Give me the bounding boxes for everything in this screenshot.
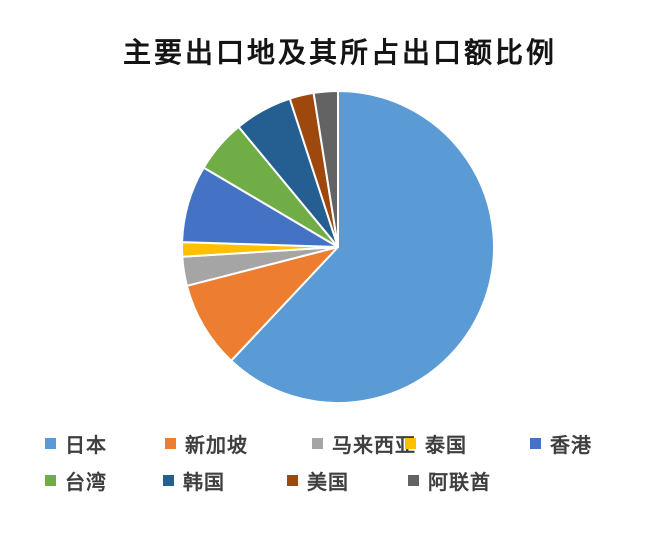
legend-marker-icon	[405, 437, 416, 449]
legend-marker-icon	[45, 474, 56, 486]
pie-slice-新加坡	[185, 246, 339, 362]
legend-item-阿联酋: 阿联酋	[408, 468, 491, 494]
legend-label: 香港	[550, 434, 592, 457]
legend-marker-icon	[408, 474, 419, 486]
legend-label: 阿联酋	[428, 471, 491, 494]
pie-slice-日本	[230, 90, 495, 404]
legend-item-新加坡: 新加坡	[165, 431, 248, 457]
legend-label: 韩国	[183, 471, 225, 494]
legend-marker-icon	[312, 437, 323, 449]
chart-title: 主要出口地及其所占出口额比例	[122, 37, 557, 68]
legend-item-香港: 香港	[530, 431, 592, 457]
legend-item-日本: 日本	[45, 431, 107, 457]
legend-label: 日本	[65, 434, 107, 457]
pie-slice-阿联酋	[312, 90, 339, 248]
legend-label: 新加坡	[185, 434, 248, 457]
legend-marker-icon	[163, 474, 174, 486]
legend-item-美国: 美国	[287, 468, 349, 494]
legend-marker-icon	[165, 437, 176, 449]
pie-chart	[181, 90, 495, 404]
legend-item-韩国: 韩国	[163, 468, 225, 494]
legend-label: 台湾	[65, 471, 107, 494]
legend-marker-icon	[287, 474, 298, 486]
legend-item-马来西亚: 马来西亚	[312, 431, 416, 457]
legend-label: 美国	[307, 471, 349, 494]
legend-label: 马来西亚	[332, 434, 416, 457]
legend-item-台湾: 台湾	[45, 468, 107, 494]
legend-label: 泰国	[425, 434, 467, 457]
legend-item-泰国: 泰国	[405, 431, 467, 457]
legend-marker-icon	[530, 437, 541, 449]
legend-marker-icon	[45, 437, 56, 449]
